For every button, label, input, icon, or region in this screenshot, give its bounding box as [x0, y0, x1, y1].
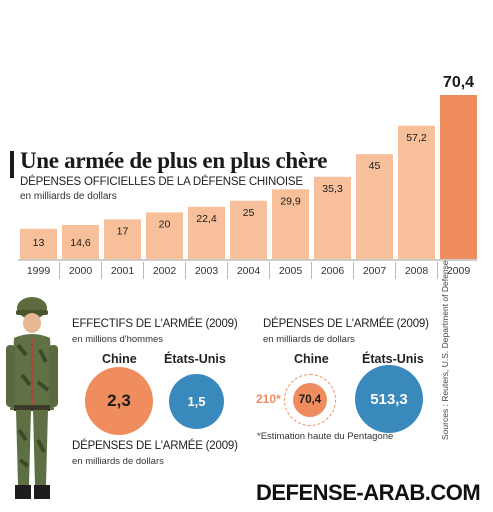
effectifs-col-chine: Chine: [102, 352, 137, 366]
bar-value-label: 35,3: [322, 183, 343, 195]
depenses-estimate-circle: [284, 374, 336, 426]
depenses-col-usa: États-Unis: [362, 352, 424, 366]
depenses-right-heading: DÉPENSES DE L'ARMÉE (2009): [263, 318, 429, 330]
bar-value-label: 45: [369, 160, 381, 172]
bar-2003: [188, 206, 225, 259]
bar-value-label: 70,4: [443, 74, 474, 91]
x-tick-label: 2006: [321, 265, 345, 277]
x-tick-label: 2001: [111, 265, 135, 277]
bar-2000: [62, 224, 99, 259]
bar-1999: [20, 228, 57, 259]
chart-unit: en milliards de dollars: [20, 191, 117, 202]
bar-2004: [230, 200, 267, 259]
x-tick-label: 2007: [363, 265, 387, 277]
effectifs-usa-value: 1,5: [187, 394, 206, 409]
depenses-left-heading: DÉPENSES DE L'ARMÉE (2009): [72, 440, 238, 452]
bar-value-label: 14,6: [70, 237, 91, 249]
bar-2001: [104, 219, 141, 259]
bar-2008: [398, 125, 435, 259]
x-tick-label: 1999: [27, 265, 51, 277]
bar-2009: [440, 95, 477, 259]
effectifs-col-usa: États-Unis: [164, 352, 226, 366]
effectifs-usa-circle: 1,5: [169, 374, 224, 429]
effectifs-unit: en millions d'hommes: [72, 334, 164, 345]
depenses-usa-value: 513,3: [370, 390, 408, 408]
bar-chart: 13 1999 14,6 2000 17 2001 20 2002 22,4 2003 25 2004…: [18, 74, 477, 279]
watermark: DEFENSE-ARAB.COM: [256, 480, 481, 505]
effectifs-chine-circle: 2,3: [85, 367, 153, 435]
x-tick-label: 2009: [447, 265, 471, 277]
bar-2006: [314, 176, 351, 259]
depenses-left-unit: en milliards de dollars: [72, 456, 164, 467]
bar-2002: [146, 212, 183, 259]
effectifs-chine-value: 2,3: [107, 391, 131, 410]
footnote: *Estimation haute du Pentagone: [257, 431, 394, 442]
sources-note: Sources : Reuters, U.S. Department of De…: [440, 260, 450, 440]
depenses-estimate-value: 210*: [256, 392, 281, 406]
x-tick-label: 2008: [405, 265, 429, 277]
depenses-usa-circle: 513,3: [355, 365, 423, 433]
bar-2007: [356, 154, 393, 259]
bar-value-label: 57,2: [406, 132, 427, 144]
page-title: Une armée de plus en plus chère: [20, 148, 328, 173]
x-tick-label: 2003: [195, 265, 219, 277]
depenses-chine-value: 70,4: [298, 394, 322, 406]
bar-value-label: 22,4: [196, 213, 217, 225]
bar-value-label: 25: [243, 207, 255, 219]
bar-value-label: 13: [33, 237, 45, 249]
x-tick-label: 2005: [279, 265, 303, 277]
x-tick-label: 2000: [69, 265, 93, 277]
x-tick-label: 2002: [153, 265, 177, 277]
bar-value-label: 17: [117, 225, 129, 237]
soldier-icon: [6, 297, 58, 499]
bar-value-label: 29,9: [280, 195, 301, 207]
x-tick-label: 2004: [237, 265, 261, 277]
depenses-col-chine: Chine: [294, 352, 329, 366]
chart-subtitle: DÉPENSES OFFICIELLES DE LA DÉFENSE CHINO…: [20, 176, 303, 188]
bar-value-label: 20: [159, 218, 171, 230]
title-accent-bar: [10, 151, 14, 178]
depenses-chine-circle: 70,4: [293, 383, 327, 417]
depenses-right-unit: en milliards de dollars: [263, 334, 355, 345]
bar-2005: [272, 189, 309, 259]
effectifs-heading: EFFECTIFS DE L'ARMÉE (2009): [72, 318, 238, 330]
